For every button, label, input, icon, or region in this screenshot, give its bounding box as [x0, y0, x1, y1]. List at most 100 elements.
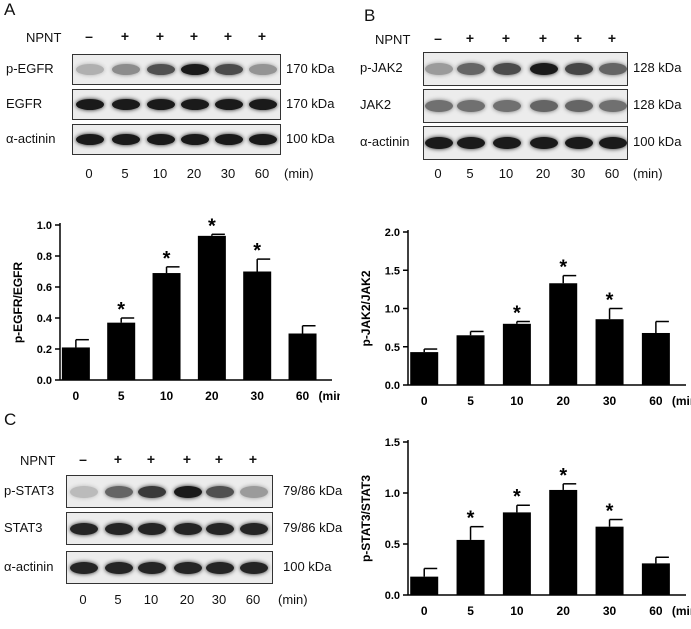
- bar: [549, 283, 578, 385]
- blot-band: [493, 137, 521, 149]
- blot-band: [174, 485, 202, 498]
- x-axis-unit-label: (min): [672, 604, 691, 618]
- x-tick-label: 0: [421, 394, 428, 408]
- x-tick-label: 60: [296, 389, 310, 403]
- blot-band: [138, 561, 166, 574]
- time-label: 5: [466, 166, 474, 181]
- significance-star: *: [117, 299, 125, 321]
- bar: [288, 333, 317, 380]
- blot-band: [138, 485, 166, 498]
- treatment-sign: +: [257, 28, 267, 44]
- x-tick-label: 10: [160, 389, 174, 403]
- molecular-weight-label: 170 kDa: [286, 60, 335, 76]
- x-axis-unit-label: (min): [672, 394, 691, 408]
- molecular-weight-label: 100 kDa: [283, 558, 332, 574]
- x-tick-label: 60: [649, 604, 663, 618]
- treatment-sign: +: [113, 451, 123, 467]
- blot-strip: [72, 124, 281, 155]
- bar: [456, 539, 485, 595]
- y-tick-label: 0.2: [37, 344, 52, 356]
- x-tick-label: 0: [73, 389, 80, 403]
- y-tick-label: 0.0: [37, 375, 52, 387]
- treatment-sign: +: [607, 30, 617, 46]
- time-label: 10: [143, 592, 159, 607]
- bar: [61, 347, 90, 380]
- molecular-weight-label: 170 kDa: [286, 95, 335, 111]
- time-unit-label: (min): [284, 166, 314, 181]
- time-label: 0: [434, 166, 442, 181]
- y-tick-label: 0.0: [385, 590, 400, 602]
- blot-band: [138, 522, 166, 535]
- bar: [107, 322, 136, 380]
- treatment-sign: –: [79, 451, 87, 467]
- time-label: 5: [114, 592, 122, 607]
- y-tick-label: 0.6: [37, 282, 52, 294]
- time-label: 30: [220, 166, 236, 181]
- x-tick-label: 60: [649, 394, 663, 408]
- treatment-sign: –: [434, 30, 442, 46]
- bar: [641, 332, 670, 385]
- blot-band: [147, 99, 175, 110]
- molecular-weight-label: 79/86 kDa: [283, 519, 343, 535]
- bar: [410, 352, 439, 385]
- significance-star: *: [208, 215, 216, 237]
- x-tick-label: 10: [510, 394, 524, 408]
- blot-row-label: p-JAK2: [360, 60, 403, 75]
- molecular-weight-label: 100 kDa: [286, 130, 335, 146]
- y-tick-label: 2.0: [385, 227, 400, 239]
- bar: [641, 563, 670, 595]
- blot-band: [240, 485, 268, 498]
- chart-p-stat3: 0.0 0.5 1.0 1.5 p-STAT3/STAT3 0 * 5 * 10 * 20 * 30 60 (…: [359, 437, 691, 618]
- x-tick-label: 30: [251, 389, 265, 403]
- bar: [152, 273, 181, 380]
- x-tick-label: 20: [205, 389, 219, 403]
- x-tick-label: 30: [603, 604, 617, 618]
- blot-row-label: α-actinin: [4, 558, 54, 574]
- blot-strip: [66, 475, 273, 508]
- significance-star: *: [163, 248, 171, 270]
- blot-band: [206, 561, 234, 574]
- time-label: 60: [245, 592, 261, 607]
- time-label: 60: [254, 166, 270, 181]
- time-label: 60: [604, 166, 620, 181]
- treatment-sign: –: [85, 28, 93, 44]
- time-label: 30: [570, 166, 586, 181]
- blot-band: [105, 485, 133, 498]
- time-label: 20: [179, 592, 195, 607]
- blot-band: [112, 99, 140, 110]
- bar: [502, 512, 531, 595]
- blot-band: [70, 561, 98, 574]
- blot-band: [599, 63, 627, 75]
- blot-band: [174, 561, 202, 574]
- blot-band: [565, 63, 593, 75]
- bar: [595, 319, 624, 385]
- blot-band: [215, 134, 243, 145]
- blot-band: [181, 64, 209, 75]
- blot-strip: [423, 126, 628, 160]
- blot-strip: [66, 551, 273, 584]
- y-tick-label: 0.0: [385, 380, 400, 392]
- blot-band: [112, 134, 140, 145]
- treatment-sign: +: [189, 28, 199, 44]
- x-tick-label: 5: [118, 389, 125, 403]
- x-tick-label: 10: [510, 604, 524, 618]
- x-tick-label: 5: [467, 394, 474, 408]
- bar: [197, 235, 226, 380]
- x-tick-label: 5: [467, 604, 474, 618]
- blot-row-label: JAK2: [360, 97, 392, 112]
- blot-band: [206, 522, 234, 535]
- treatment-sign: +: [155, 28, 165, 44]
- treatment-sign: +: [573, 30, 583, 46]
- significance-star: *: [467, 508, 475, 530]
- bar: [243, 271, 272, 380]
- treatment-sign: +: [182, 451, 192, 467]
- treatment-sign: +: [538, 30, 548, 46]
- x-tick-label: 20: [557, 394, 571, 408]
- bar: [549, 489, 578, 595]
- blot-band: [599, 100, 627, 112]
- panel-letter-c: C: [4, 410, 17, 429]
- blot-band: [425, 63, 453, 75]
- y-tick-label: 1.0: [385, 304, 400, 316]
- y-tick-label: 0.5: [385, 539, 400, 551]
- time-unit-label: (min): [278, 592, 308, 607]
